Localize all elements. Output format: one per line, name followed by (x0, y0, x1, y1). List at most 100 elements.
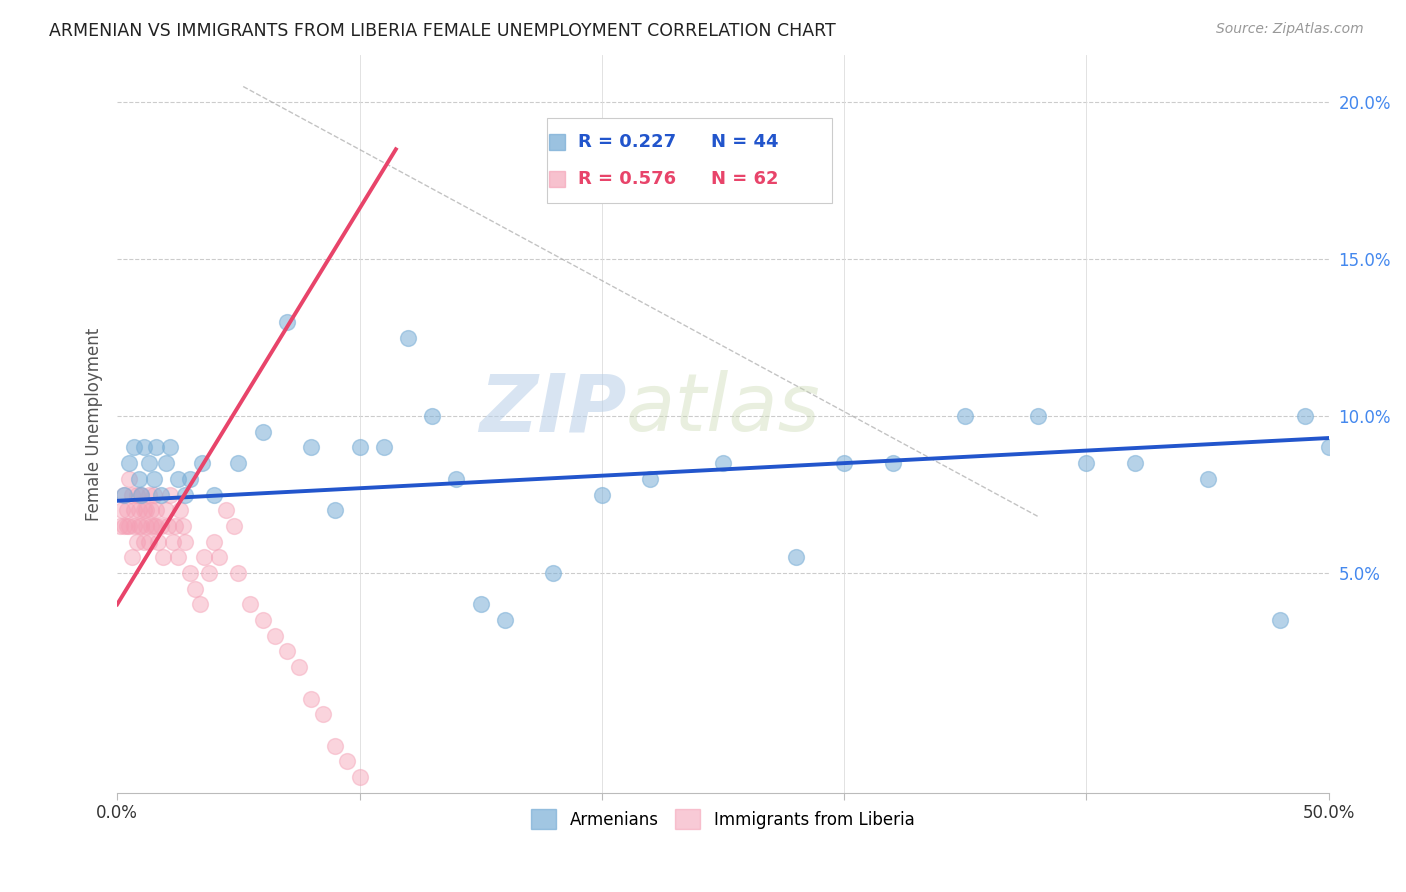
Point (299, 441, 322, 455)
Legend: Armenians, Immigrants from Liberia: Armenians, Immigrants from Liberia (524, 802, 921, 836)
Point (446, 472, 468, 486)
Point (118, 519, 141, 533)
Point (193, 550, 215, 565)
Y-axis label: Female Unemployment: Female Unemployment (86, 327, 103, 521)
Text: R = 0.227: R = 0.227 (578, 133, 676, 151)
Point (118, 472, 141, 486)
Point (263, 629, 285, 643)
Point (135, 519, 157, 533)
Point (349, 770, 371, 784)
Point (222, 519, 245, 533)
Point (1123, 456, 1146, 470)
Point (128, 503, 150, 517)
Point (169, 503, 191, 517)
Point (166, 550, 188, 565)
Point (711, 456, 734, 470)
Point (121, 550, 143, 565)
Point (131, 487, 153, 501)
Point (591, 487, 613, 501)
Point (785, 550, 807, 565)
Point (288, 660, 311, 674)
Point (179, 472, 201, 486)
Point (139, 503, 162, 517)
Point (202, 534, 225, 549)
Point (349, 441, 371, 455)
Text: N = 44: N = 44 (711, 133, 779, 151)
Point (172, 519, 194, 533)
FancyBboxPatch shape (547, 118, 832, 202)
Point (122, 503, 145, 517)
Point (1197, 472, 1219, 486)
Point (174, 487, 197, 501)
Point (882, 456, 904, 470)
Point (299, 691, 322, 706)
Point (125, 534, 148, 549)
Point (202, 487, 225, 501)
Point (149, 519, 172, 533)
Point (832, 456, 855, 470)
Point (228, 456, 250, 470)
Point (183, 582, 205, 596)
Point (115, 519, 138, 533)
Point (1270, 613, 1292, 627)
Point (131, 487, 153, 501)
Point (336, 754, 359, 768)
Point (174, 534, 197, 549)
Point (131, 519, 153, 533)
Text: ZIP: ZIP (478, 370, 626, 448)
Point (396, 330, 419, 344)
Point (494, 613, 516, 627)
Point (191, 456, 214, 470)
Point (128, 519, 150, 533)
Point (118, 456, 141, 470)
Point (955, 409, 977, 423)
Point (188, 598, 211, 612)
Text: N = 62: N = 62 (711, 169, 779, 188)
Point (125, 487, 148, 501)
Point (142, 519, 165, 533)
Point (276, 644, 298, 658)
Point (114, 487, 136, 501)
Point (135, 503, 157, 517)
Point (179, 566, 201, 580)
Text: R = 0.576: R = 0.576 (578, 169, 676, 188)
Point (155, 456, 177, 470)
Point (252, 613, 274, 627)
Point (148, 534, 170, 549)
Point (312, 707, 335, 722)
Point (1026, 409, 1049, 423)
Point (132, 534, 155, 549)
Point (215, 503, 238, 517)
Point (1294, 409, 1316, 423)
Point (198, 566, 221, 580)
Point (373, 441, 395, 455)
Point (276, 315, 298, 329)
Point (1317, 441, 1340, 455)
Point (543, 566, 565, 580)
Point (239, 598, 262, 612)
Point (165, 519, 187, 533)
Point (166, 472, 188, 486)
Point (159, 487, 181, 501)
Point (323, 739, 346, 753)
Point (159, 441, 181, 455)
Point (420, 409, 443, 423)
Point (128, 472, 150, 486)
Point (145, 519, 167, 533)
Point (142, 487, 165, 501)
Point (640, 472, 662, 486)
Point (145, 441, 167, 455)
Point (139, 519, 162, 533)
Point (114, 519, 136, 533)
Point (252, 425, 274, 439)
Point (122, 519, 145, 533)
Point (228, 566, 250, 580)
Point (138, 487, 160, 501)
Point (114, 487, 136, 501)
Point (145, 503, 167, 517)
Point (108, 519, 131, 533)
Point (111, 503, 134, 517)
Point (1076, 456, 1098, 470)
Point (155, 503, 177, 517)
Point (157, 519, 180, 533)
